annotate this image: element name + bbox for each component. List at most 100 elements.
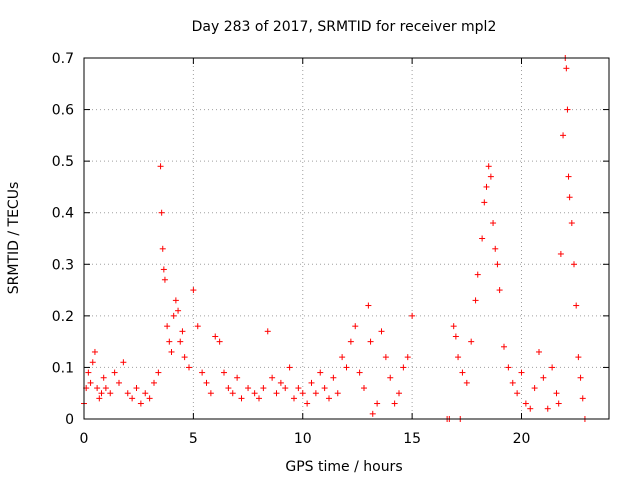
data-point [157, 163, 164, 170]
data-point [571, 261, 577, 268]
data-point [158, 209, 165, 216]
data-point [490, 220, 497, 227]
y-tick-label: 0.2 [52, 309, 74, 325]
data-point [577, 374, 584, 381]
data-point [452, 333, 459, 340]
x-tick-label: 0 [80, 431, 89, 447]
data-point [89, 359, 96, 366]
data-point [509, 379, 516, 386]
data-point [565, 173, 572, 180]
data-point [573, 302, 580, 309]
data-point [387, 374, 394, 381]
data-point [194, 323, 201, 330]
data-point [207, 390, 214, 397]
data-point [137, 400, 144, 407]
data-point [563, 65, 570, 72]
data-point [549, 364, 556, 371]
data-point [492, 245, 499, 252]
data-point [179, 328, 186, 335]
data-point [175, 307, 182, 314]
data-point [579, 395, 586, 402]
data-point [212, 333, 219, 340]
data-point [111, 369, 118, 376]
data-point [234, 374, 241, 381]
data-point [527, 405, 534, 412]
data-point [459, 369, 466, 376]
data-point [557, 250, 564, 257]
data-point [481, 199, 488, 206]
data-point [564, 106, 571, 113]
data-point [544, 405, 551, 412]
data-point [531, 385, 538, 392]
y-tick-label: 0.1 [52, 360, 74, 376]
data-point [330, 374, 337, 381]
data-point [277, 379, 284, 386]
data-point [334, 390, 341, 397]
y-tick-label: 0.7 [52, 51, 74, 67]
data-point [286, 364, 293, 371]
data-point [540, 374, 547, 381]
data-point [251, 390, 258, 397]
data-point [317, 369, 324, 376]
data-point [356, 369, 363, 376]
data-point [238, 395, 245, 402]
data-point [522, 400, 529, 407]
data-point [190, 287, 197, 294]
y-axis-label: SRMTID / TECUs [6, 182, 22, 295]
data-point [474, 271, 481, 278]
data-point [96, 395, 103, 402]
data-point [203, 379, 210, 386]
data-point [120, 359, 127, 366]
y-tick-label: 0.3 [52, 257, 74, 273]
data-point [221, 369, 227, 376]
data-point [553, 390, 560, 397]
y-tick-label: 0.4 [52, 206, 74, 222]
data-point [308, 379, 315, 386]
data-point [361, 385, 367, 392]
data-point [94, 385, 101, 392]
data-point [177, 338, 184, 345]
data-point [245, 385, 252, 392]
data-point [455, 354, 462, 361]
data-point [172, 297, 179, 304]
data-point [505, 364, 512, 371]
data-point [160, 266, 167, 273]
x-tick-label: 20 [513, 431, 531, 447]
data-point [494, 261, 501, 268]
data-point [273, 390, 280, 397]
data-point [501, 343, 507, 350]
data-point [365, 302, 372, 309]
data-point [343, 364, 350, 371]
data-point [312, 390, 319, 397]
data-point [518, 369, 525, 376]
data-point [396, 390, 402, 397]
data-point [186, 364, 192, 371]
data-point [496, 287, 503, 294]
data-point [168, 348, 175, 355]
data-point [382, 354, 389, 361]
data-point [85, 369, 92, 376]
data-point [229, 390, 236, 397]
data-point [374, 400, 381, 407]
grid [84, 58, 609, 419]
data-point [299, 390, 306, 397]
data-point [159, 245, 166, 252]
data-point [129, 395, 136, 402]
data-point [225, 385, 232, 392]
data-point [367, 338, 374, 345]
data-point [514, 390, 521, 397]
y-tick-label: 0.6 [52, 103, 74, 119]
x-tick-label: 10 [294, 431, 312, 447]
x-axis-label: GPS time / hours [285, 459, 402, 475]
data-point [391, 400, 398, 407]
data-point [151, 379, 157, 386]
data-point [107, 390, 114, 397]
data-point [102, 385, 109, 392]
data-point [155, 369, 162, 376]
data-point [164, 323, 171, 330]
data-point [566, 194, 573, 201]
data-point [98, 390, 105, 397]
x-tick-label: 5 [189, 431, 198, 447]
data-point [485, 163, 492, 170]
